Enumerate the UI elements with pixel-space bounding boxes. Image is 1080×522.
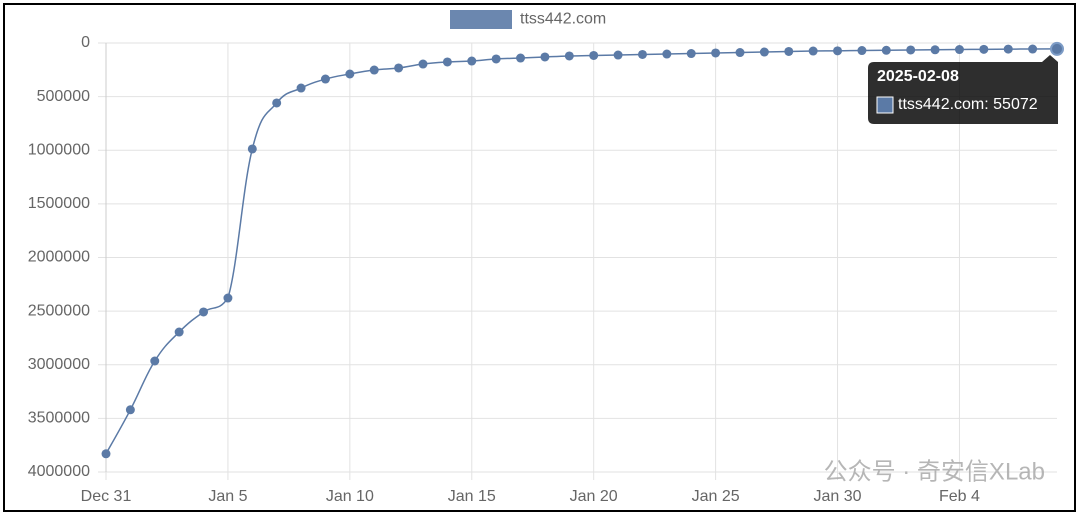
tooltip-swatch	[876, 96, 894, 114]
x-tick-label: Jan 5	[208, 488, 247, 505]
x-tick-label: Dec 31	[81, 488, 132, 505]
point	[979, 44, 989, 54]
point	[467, 56, 477, 66]
x-tick-label: Jan 10	[326, 488, 374, 505]
point	[564, 51, 574, 61]
point	[247, 144, 257, 154]
point	[150, 356, 160, 366]
point	[223, 293, 233, 303]
x-tick-label: Jan 15	[448, 488, 496, 505]
x-tick-label: Jan 20	[570, 488, 618, 505]
point	[808, 46, 818, 56]
point	[320, 74, 330, 84]
point	[199, 307, 209, 317]
point	[125, 405, 135, 415]
legend-swatch	[450, 10, 512, 29]
point	[735, 48, 745, 58]
y-tick-label: 3500000	[28, 410, 90, 427]
point	[1028, 44, 1038, 54]
point	[711, 48, 721, 58]
point	[369, 65, 379, 75]
point	[930, 45, 940, 55]
y-tick-label: 1000000	[28, 141, 90, 158]
point	[442, 57, 452, 67]
point	[759, 47, 769, 57]
point	[589, 50, 599, 60]
y-tick-label: 2000000	[28, 249, 90, 266]
point	[418, 59, 428, 69]
legend-label: ttss442.com	[520, 11, 606, 28]
point	[394, 63, 404, 73]
point	[857, 46, 867, 56]
y-tick-label: 1500000	[28, 195, 90, 212]
y-tick-label: 0	[81, 34, 90, 51]
tooltip: 2025-02-08 ttss442.com: 55072	[868, 55, 1058, 124]
point	[516, 53, 526, 63]
point	[540, 52, 550, 62]
point	[881, 45, 891, 55]
frame	[3, 3, 1076, 512]
x-tick-label: Jan 25	[692, 488, 740, 505]
point	[613, 50, 623, 60]
tooltip-label: ttss442.com: 55072	[898, 96, 1038, 113]
tooltip-box	[868, 55, 1058, 124]
point	[954, 45, 964, 55]
point	[491, 54, 501, 64]
point	[637, 49, 647, 59]
point	[101, 449, 111, 459]
point	[174, 327, 184, 337]
x-tick-label: Jan 30	[814, 488, 862, 505]
point	[296, 83, 306, 93]
watermark: 公众号 · 奇安信XLab	[824, 458, 1045, 485]
point	[272, 98, 282, 108]
y-tick-label: 3000000	[28, 356, 90, 373]
point	[833, 46, 843, 56]
point	[686, 49, 696, 59]
x-tick-label: Feb 4	[939, 488, 980, 505]
point	[1003, 44, 1013, 54]
point	[662, 49, 672, 59]
point	[345, 69, 355, 79]
y-tick-label: 500000	[37, 88, 90, 105]
point	[906, 45, 916, 55]
point	[784, 46, 794, 56]
y-tick-label: 4000000	[28, 463, 90, 480]
tooltip-title: 2025-02-08	[877, 68, 959, 85]
point	[1050, 41, 1064, 56]
y-tick-label: 2500000	[28, 302, 90, 319]
